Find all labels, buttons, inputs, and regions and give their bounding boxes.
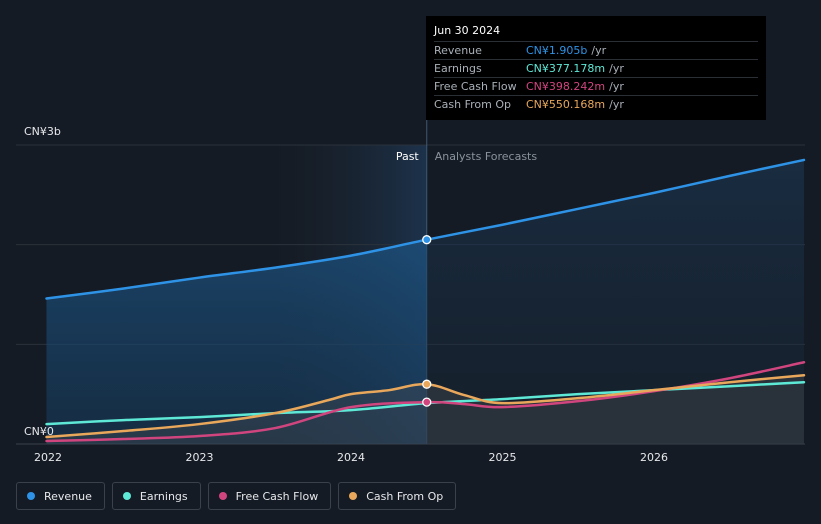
- chart-legend: Revenue Earnings Free Cash Flow Cash Fro…: [16, 482, 457, 510]
- tooltip-row-earnings: Earnings CN¥377.178m /yr: [434, 59, 758, 77]
- legend-label: Earnings: [139, 489, 188, 503]
- x-tick-label: 2023: [186, 451, 214, 464]
- tooltip-unit: /yr: [609, 80, 624, 93]
- free-cash-flow-dot-icon: [218, 492, 227, 500]
- revenue-marker: [422, 235, 432, 245]
- tooltip-row-revenue: Revenue CN¥1.905b /yr: [434, 41, 758, 59]
- free-cash-flow-marker: [422, 397, 432, 407]
- tooltip-value: CN¥550.168m: [526, 98, 606, 111]
- tooltip-value: CN¥377.178m: [526, 62, 606, 75]
- tooltip-value: CN¥398.242m: [526, 80, 606, 93]
- forecast-lower-area: [426, 375, 804, 444]
- x-tick-label: 2026: [640, 451, 668, 464]
- x-tick-label: 2024: [337, 451, 365, 464]
- hover-tooltip: Jun 30 2024 Revenue CN¥1.905b /yr Earnin…: [426, 16, 766, 120]
- x-tick-label: 2022: [34, 451, 62, 464]
- earnings-dot-icon: [122, 492, 131, 500]
- legend-item-revenue[interactable]: Revenue: [16, 482, 105, 510]
- cash-from-op-marker: [422, 379, 432, 389]
- tooltip-label: Revenue: [434, 44, 482, 57]
- x-tick-label: 2025: [489, 451, 517, 464]
- revenue-area-past: [46, 239, 427, 444]
- cash-from-op-dot-icon: [349, 492, 358, 500]
- past-lower-area: [46, 384, 427, 444]
- tooltip-unit: /yr: [609, 98, 624, 111]
- tooltip-label: Free Cash Flow: [434, 80, 517, 93]
- legend-item-cash-from-op[interactable]: Cash From Op: [338, 482, 457, 510]
- legend-label: Revenue: [44, 489, 92, 503]
- tooltip-date: Jun 30 2024: [434, 24, 501, 37]
- tooltip-label: Earnings: [434, 62, 482, 75]
- tooltip-value: CN¥1.905b: [526, 44, 588, 57]
- tooltip-unit: /yr: [591, 44, 607, 57]
- revenue-dot-icon: [27, 492, 35, 500]
- tooltip-row-free-cash-flow: Free Cash Flow CN¥398.242m /yr: [434, 77, 758, 95]
- forecast-label: Analysts Forecasts: [435, 150, 538, 163]
- tooltip-label: Cash From Op: [434, 98, 512, 111]
- revenue-area-forecast: [426, 159, 804, 444]
- legend-label: Cash From Op: [366, 489, 444, 503]
- cash-from-op-line: [45, 373, 806, 439]
- y-tick-label-bottom: CN¥0: [24, 425, 54, 438]
- y-tick-label-top: CN¥3b: [24, 125, 61, 138]
- legend-item-free-cash-flow[interactable]: Free Cash Flow: [207, 482, 332, 510]
- legend-label: Free Cash Flow: [235, 489, 319, 503]
- tooltip-unit: /yr: [609, 62, 624, 75]
- past-label: Past: [396, 150, 420, 163]
- legend-item-earnings[interactable]: Earnings: [111, 482, 201, 510]
- tooltip-row-cash-from-op: Cash From Op CN¥550.168m /yr: [434, 95, 758, 113]
